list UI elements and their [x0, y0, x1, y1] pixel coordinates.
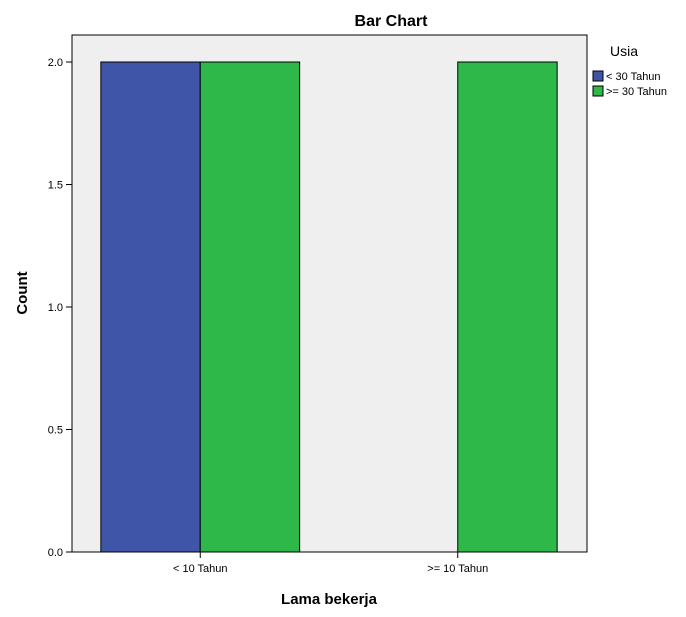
bar: [199, 61, 301, 553]
y-axis-title: Count: [14, 271, 31, 314]
x-tick-label: >= 10 Tahun: [427, 563, 488, 575]
y-axis: 0.0 0.5 1.0 1.5 2.0: [48, 57, 72, 559]
y-tick-label: 1.5: [48, 180, 63, 192]
legend-items: < 30 Tahun >= 30 Tahun: [592, 70, 667, 98]
x-axis-title: Lama bekerja: [281, 591, 378, 608]
legend-label: < 30 Tahun: [606, 71, 661, 83]
y-tick-label: 0.5: [48, 425, 63, 437]
bar: [100, 61, 201, 553]
bars: [100, 61, 558, 553]
bar: [457, 61, 558, 553]
legend-swatch: [592, 70, 604, 82]
x-axis: < 10 Tahun >= 10 Tahun: [173, 552, 488, 575]
y-tick-label: 0.0: [48, 547, 63, 559]
y-tick-label: 2.0: [48, 57, 63, 69]
x-tick-label: < 10 Tahun: [173, 563, 228, 575]
legend-title: Usia: [610, 43, 638, 59]
chart-title: Bar Chart: [355, 13, 429, 30]
legend-label: >= 30 Tahun: [606, 86, 667, 98]
legend-swatch: [592, 85, 604, 97]
y-tick-label: 1.0: [48, 302, 63, 314]
legend: Usia < 30 Tahun >= 30 Tahun: [592, 43, 667, 98]
